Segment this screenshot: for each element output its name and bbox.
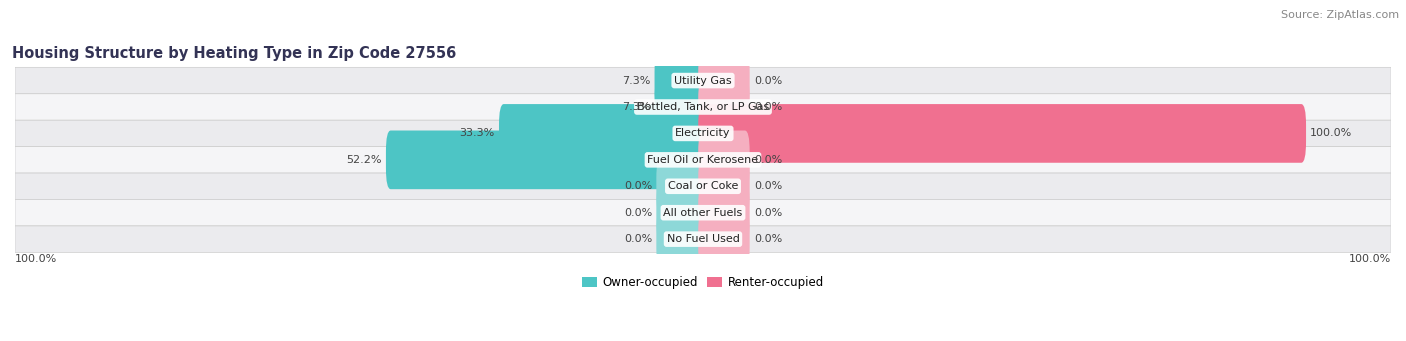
Text: 0.0%: 0.0% [754, 155, 782, 165]
Text: Utility Gas: Utility Gas [675, 76, 731, 86]
Text: 0.0%: 0.0% [754, 234, 782, 244]
FancyBboxPatch shape [699, 104, 1306, 163]
Text: 0.0%: 0.0% [754, 181, 782, 191]
FancyBboxPatch shape [655, 51, 707, 110]
FancyBboxPatch shape [699, 78, 749, 136]
FancyBboxPatch shape [15, 147, 1391, 173]
Text: Coal or Coke: Coal or Coke [668, 181, 738, 191]
Text: 0.0%: 0.0% [624, 234, 652, 244]
FancyBboxPatch shape [699, 183, 749, 242]
Text: Housing Structure by Heating Type in Zip Code 27556: Housing Structure by Heating Type in Zip… [13, 46, 457, 61]
Text: 0.0%: 0.0% [754, 102, 782, 112]
Text: 0.0%: 0.0% [624, 208, 652, 218]
FancyBboxPatch shape [699, 51, 749, 110]
FancyBboxPatch shape [699, 157, 749, 216]
Text: No Fuel Used: No Fuel Used [666, 234, 740, 244]
FancyBboxPatch shape [699, 210, 749, 268]
FancyBboxPatch shape [15, 94, 1391, 120]
Text: 52.2%: 52.2% [346, 155, 382, 165]
FancyBboxPatch shape [499, 104, 707, 163]
Text: All other Fuels: All other Fuels [664, 208, 742, 218]
Text: Fuel Oil or Kerosene: Fuel Oil or Kerosene [647, 155, 759, 165]
Text: 0.0%: 0.0% [754, 208, 782, 218]
FancyBboxPatch shape [657, 210, 707, 268]
Text: Source: ZipAtlas.com: Source: ZipAtlas.com [1281, 10, 1399, 20]
FancyBboxPatch shape [15, 226, 1391, 252]
Text: 0.0%: 0.0% [754, 76, 782, 86]
Text: 100.0%: 100.0% [15, 254, 58, 264]
Text: 0.0%: 0.0% [624, 181, 652, 191]
Text: Electricity: Electricity [675, 129, 731, 138]
FancyBboxPatch shape [15, 67, 1391, 94]
Text: Bottled, Tank, or LP Gas: Bottled, Tank, or LP Gas [637, 102, 769, 112]
FancyBboxPatch shape [385, 131, 707, 189]
Text: 100.0%: 100.0% [1348, 254, 1391, 264]
FancyBboxPatch shape [15, 173, 1391, 199]
Text: 33.3%: 33.3% [460, 129, 495, 138]
FancyBboxPatch shape [15, 120, 1391, 147]
FancyBboxPatch shape [15, 199, 1391, 226]
Text: 7.3%: 7.3% [621, 102, 651, 112]
FancyBboxPatch shape [699, 131, 749, 189]
Legend: Owner-occupied, Renter-occupied: Owner-occupied, Renter-occupied [582, 276, 824, 289]
FancyBboxPatch shape [655, 78, 707, 136]
FancyBboxPatch shape [657, 157, 707, 216]
Text: 7.3%: 7.3% [621, 76, 651, 86]
Text: 100.0%: 100.0% [1310, 129, 1353, 138]
FancyBboxPatch shape [657, 183, 707, 242]
